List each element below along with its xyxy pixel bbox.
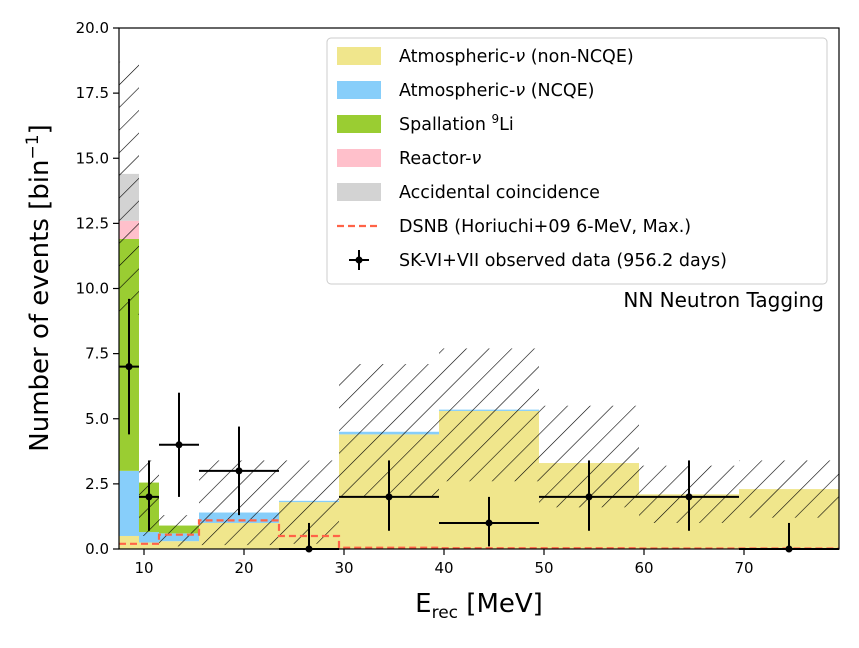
y-tick-label-4: 10.0	[76, 280, 109, 298]
data-marker	[235, 467, 243, 475]
y-tick-label-3: 7.5	[85, 345, 109, 363]
x-tick-label-0: 10	[134, 559, 153, 577]
legend-label: DSNB (Horiuchi+09 6-MeV, Max.)	[399, 217, 691, 237]
data-marker	[125, 363, 133, 371]
legend-label: SK-VI+VII observed data (956.2 days)	[399, 251, 727, 271]
y-tick-label-1: 2.5	[85, 475, 109, 493]
legend-swatch	[337, 115, 381, 133]
legend-frame	[326, 37, 828, 285]
x-tick-label-6: 70	[734, 559, 753, 577]
annotation-text: NN Neutron Tagging	[623, 288, 824, 312]
x-tick-label-5: 60	[634, 559, 653, 577]
data-marker	[485, 519, 493, 527]
data-marker	[175, 441, 183, 449]
legend-entry-0: Atmospheric-ν (non-NCQE)	[337, 47, 634, 67]
y-tick-label-2: 5.0	[85, 410, 109, 428]
legend-swatch	[337, 183, 381, 201]
bar-series-0-bin-1	[139, 542, 159, 549]
data-point-3	[199, 426, 279, 516]
dsnb-curve	[119, 519, 839, 549]
legend-entry-dsnb: DSNB (Horiuchi+09 6-MeV, Max.)	[337, 217, 691, 237]
legend-entry-3: Reactor-ν	[337, 149, 481, 169]
data-marker	[685, 493, 693, 501]
data-point-7	[539, 460, 639, 531]
legend: Atmospheric-ν (non-NCQE) Atmospheric-ν (N…	[326, 37, 828, 285]
uncertainty-bin-6	[439, 348, 539, 482]
y-tick-label-5: 12.5	[76, 214, 109, 232]
data-point-5	[339, 460, 439, 531]
x-axis: 10 20 30 40 50 60 70	[134, 549, 754, 577]
x-tick-label-3: 40	[434, 559, 453, 577]
y-axis-title: Number of events [bin−1]	[23, 124, 55, 451]
uncertainty-band	[119, 61, 839, 547]
uncertainty-bin-2	[159, 515, 199, 547]
y-axis: 0.0 2.5 5.0 7.5 10.0 12.5 15.0 17.5 20.0	[76, 19, 119, 558]
bar-series-1-bin-0	[119, 470, 139, 536]
data-marker	[385, 493, 393, 501]
legend-entry-4: Accidental coincidence	[337, 183, 600, 203]
y-tick-label-8: 20.0	[76, 19, 109, 37]
legend-label: Atmospheric-ν (non-NCQE)	[399, 47, 634, 67]
y-tick-label-0: 0.0	[85, 540, 109, 558]
bar-series-1-bin-1	[139, 532, 159, 543]
data-marker	[145, 493, 153, 501]
uncertainty-bin-9	[739, 460, 839, 518]
y-tick-label-7: 17.5	[76, 84, 109, 102]
legend-entry-observed: SK-VI+VII observed data (956.2 days)	[349, 250, 727, 271]
legend-label: Atmospheric-ν (NCQE)	[399, 81, 595, 101]
legend-swatch	[337, 149, 381, 167]
legend-swatch	[337, 47, 381, 65]
legend-label: Reactor-ν	[399, 149, 481, 169]
legend-entry-2: Spallation 9Li	[337, 112, 514, 135]
uncertainty-bin-0	[119, 61, 139, 315]
legend-label: Accidental coincidence	[399, 183, 600, 203]
data-marker	[585, 493, 593, 501]
dsnb-step-line	[119, 519, 839, 549]
data-point-1	[139, 460, 159, 531]
legend-entry-1: Atmospheric-ν (NCQE)	[337, 81, 595, 101]
x-axis-title: Erec [MeV]	[415, 589, 543, 623]
data-point-8	[639, 460, 739, 531]
data-point-6	[439, 496, 539, 547]
bar-series-0-bin-0	[119, 535, 139, 549]
y-tick-label-6: 15.0	[76, 149, 109, 167]
x-tick-label-1: 20	[234, 559, 253, 577]
x-tick-label-2: 30	[334, 559, 353, 577]
legend-swatch	[337, 81, 381, 99]
x-tick-label-4: 50	[534, 559, 553, 577]
legend-label: Spallation 9Li	[399, 112, 514, 135]
data-point-2	[159, 392, 199, 497]
data-point-0	[119, 298, 139, 435]
legend-marker	[355, 256, 363, 264]
